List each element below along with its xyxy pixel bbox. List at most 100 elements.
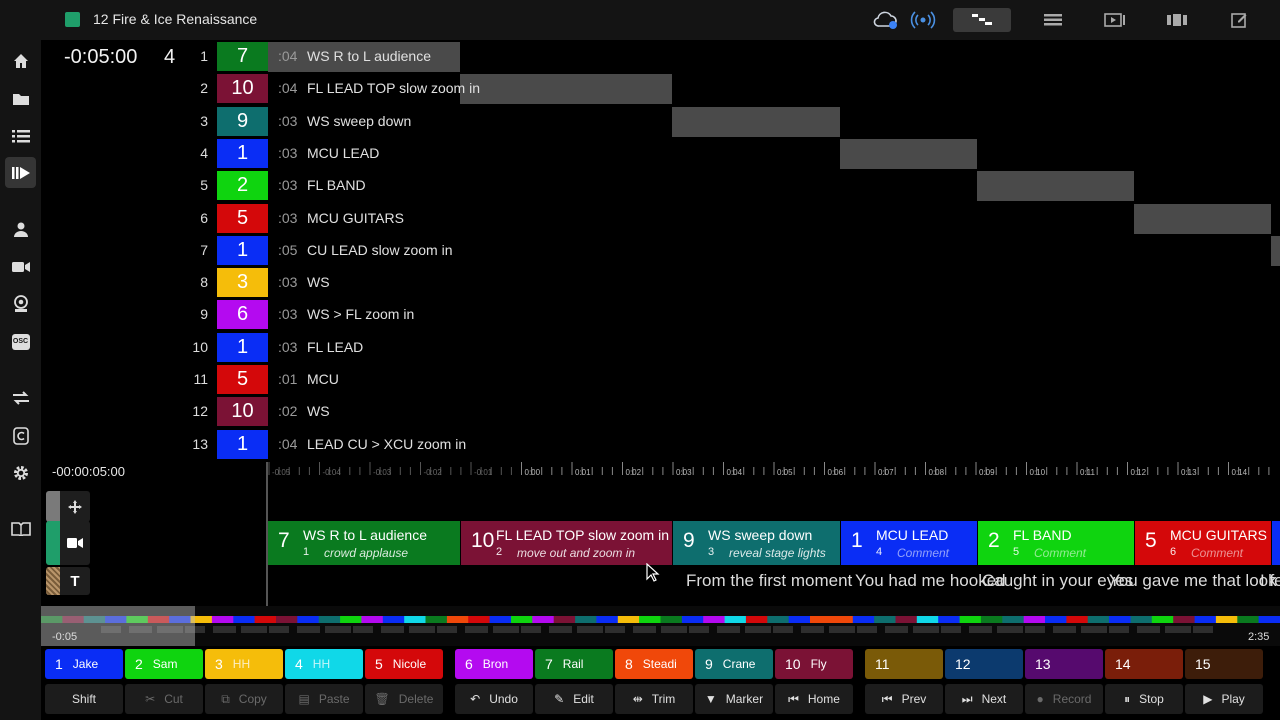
timeline-clip[interactable]: 5 MCU GUITARS 6 Comment	[1135, 521, 1271, 565]
record-button[interactable]: ● Record	[1025, 684, 1103, 714]
edit-button[interactable]: ✎ Edit	[535, 684, 613, 714]
undo-button[interactable]: ↶ Undo	[455, 684, 533, 714]
cut-button[interactable]: ✂ Cut	[125, 684, 203, 714]
camera-button[interactable]: 1 Jake	[45, 649, 123, 679]
camera-button[interactable]: 5 Nicole	[365, 649, 443, 679]
shot-row[interactable]: 11 5:01 MCU	[190, 364, 1280, 394]
osc-icon[interactable]: OSC	[5, 326, 36, 357]
camera-button[interactable]: 2 Sam	[125, 649, 203, 679]
shot-row[interactable]: 2 10:04 FL LEAD TOP slow zoom in	[190, 73, 1280, 103]
stop-icon: ⏸	[1124, 691, 1131, 706]
swap-icon[interactable]	[5, 382, 36, 413]
timeline-ruler[interactable]: -0:05 -0:04 -0:03 -0:02 -0:01 0:00 0:01 0:02 0:0…	[266, 461, 1280, 481]
home-icon[interactable]	[5, 45, 36, 76]
columns-view-icon[interactable]	[1148, 8, 1206, 32]
shot-number: 5	[200, 177, 208, 193]
timeline-clip[interactable]: 1 MCU LEAD 4 Comment	[841, 521, 977, 565]
camera-button[interactable]: 10 Fly	[775, 649, 853, 679]
list-view-icon[interactable]	[1024, 8, 1082, 32]
camera-icon[interactable]	[5, 251, 36, 282]
cloud-sync-icon[interactable]	[872, 9, 902, 31]
shot-row[interactable]: 8 3:03 WS	[190, 267, 1280, 297]
list-icon[interactable]	[5, 120, 36, 151]
edit-view-icon[interactable]	[1210, 8, 1268, 32]
camera-track-tool[interactable]	[46, 521, 90, 565]
person-icon[interactable]	[5, 213, 36, 244]
timeline-clip[interactable]: 2 FL BAND 5 Comment	[978, 521, 1134, 565]
media-view-icon[interactable]	[1086, 8, 1144, 32]
webcam-icon[interactable]	[5, 288, 36, 319]
next-button[interactable]: ⏭ Next	[945, 684, 1023, 714]
camera-button[interactable]: 8 Steadi	[615, 649, 693, 679]
run-show-icon[interactable]	[5, 157, 36, 188]
shot-number: 6	[200, 210, 208, 226]
timeline-clip[interactable]: 7 WS R to L audience 1 crowd applause	[268, 521, 460, 565]
shot-row[interactable]: 1 7:04 WS R to L audience	[190, 41, 1280, 71]
move-tool[interactable]	[46, 491, 90, 522]
lyric-text[interactable]: From the first moment	[686, 571, 853, 590]
shot-duration-bar	[672, 107, 840, 137]
overview-start-time: -0:05	[52, 631, 78, 643]
play-button[interactable]: ▶ Play	[1185, 684, 1263, 714]
shot-description: WS	[307, 403, 330, 419]
prev-button[interactable]: ⏮ Prev	[865, 684, 943, 714]
timeline-clip[interactable]: 9 WS sweep down 3 reveal stage lights	[673, 521, 840, 565]
manual-book-icon[interactable]	[5, 513, 36, 544]
shot-row[interactable]: 3 9:03 WS sweep down	[190, 106, 1280, 136]
clip-camera-number: 5	[1145, 529, 1157, 552]
camera-button[interactable]: 9 Crane	[695, 649, 773, 679]
delete-button[interactable]: 🗑 Delete	[365, 684, 443, 714]
mouse-cursor	[646, 563, 660, 582]
stop-button[interactable]: ⏸ Stop	[1105, 684, 1183, 714]
camera-button-label: Bron	[482, 657, 509, 671]
edit-icon: ✎	[554, 692, 565, 706]
overview-lyric-block	[549, 626, 572, 633]
camera-button[interactable]: 3 HH	[205, 649, 283, 679]
camera-button[interactable]: 12	[945, 649, 1023, 679]
timeline-clip-partial[interactable]	[1272, 521, 1280, 565]
shot-row[interactable]: 10 1:03 FL LEAD	[190, 332, 1280, 362]
trim-button[interactable]: ⇹ Trim	[615, 684, 693, 714]
clip-title: FL BAND	[1013, 527, 1072, 543]
shot-row[interactable]: 9 6:03 WS > FL zoom in	[190, 299, 1280, 329]
text-track-tool[interactable]: T	[46, 567, 90, 595]
camera-button[interactable]: 4 HH	[285, 649, 363, 679]
camera-button[interactable]: 13	[1025, 649, 1103, 679]
overview-strip[interactable]	[41, 606, 1280, 646]
camera-button[interactable]: 14	[1105, 649, 1183, 679]
lyric-text[interactable]: You gave me that look	[1109, 571, 1277, 590]
marker-button[interactable]: ▼ Marker	[695, 684, 773, 714]
lyric-text[interactable]: Caught in your eyes	[982, 571, 1134, 590]
shot-row[interactable]: 7 1:05 CU LEAD slow zoom in	[190, 235, 1280, 265]
home-button[interactable]: ⏮ Home	[775, 684, 853, 714]
overview-lyric-block	[129, 626, 152, 633]
timeline-clip[interactable]: 10 FL LEAD TOP slow zoom in 2 move out and …	[461, 521, 672, 565]
shot-row[interactable]: 6 5:03 MCU GUITARS	[190, 203, 1280, 233]
overview-segment	[147, 616, 170, 623]
shot-row[interactable]: 4 1:03 MCU LEAD	[190, 138, 1280, 168]
camera-button[interactable]: 7 Rail	[535, 649, 613, 679]
playhead-line[interactable]	[266, 462, 268, 606]
camera-button[interactable]: 11	[865, 649, 943, 679]
shot-row[interactable]: 5 2:03 FL BAND	[190, 170, 1280, 200]
timeline-view-icon[interactable]	[953, 8, 1011, 32]
broadcast-icon[interactable]	[910, 9, 936, 31]
settings-icon[interactable]	[5, 457, 36, 488]
shot-description: LEAD CU > XCU zoom in	[307, 436, 467, 452]
lyric-text[interactable]: I fel	[1260, 571, 1280, 590]
overview-segment	[404, 616, 427, 623]
ruler-label: 0:07	[878, 468, 894, 477]
copyright-icon[interactable]	[5, 420, 36, 451]
camera-badge: 7	[217, 42, 268, 71]
shot-row[interactable]: 12 10:02 WS	[190, 396, 1280, 426]
camera-button[interactable]: 15	[1185, 649, 1263, 679]
shift-button[interactable]: Shift	[45, 684, 123, 714]
ruler-label: -0:02	[424, 468, 443, 477]
copy-button[interactable]: ⧉ Copy	[205, 684, 283, 714]
lyric-text[interactable]: You had me hooked	[855, 571, 1006, 590]
overview-viewport[interactable]	[41, 606, 195, 646]
folder-icon[interactable]	[5, 83, 36, 114]
shot-row[interactable]: 13 1:04 LEAD CU > XCU zoom in	[190, 429, 1280, 459]
camera-button[interactable]: 6 Bron	[455, 649, 533, 679]
paste-button[interactable]: ▤ Paste	[285, 684, 363, 714]
